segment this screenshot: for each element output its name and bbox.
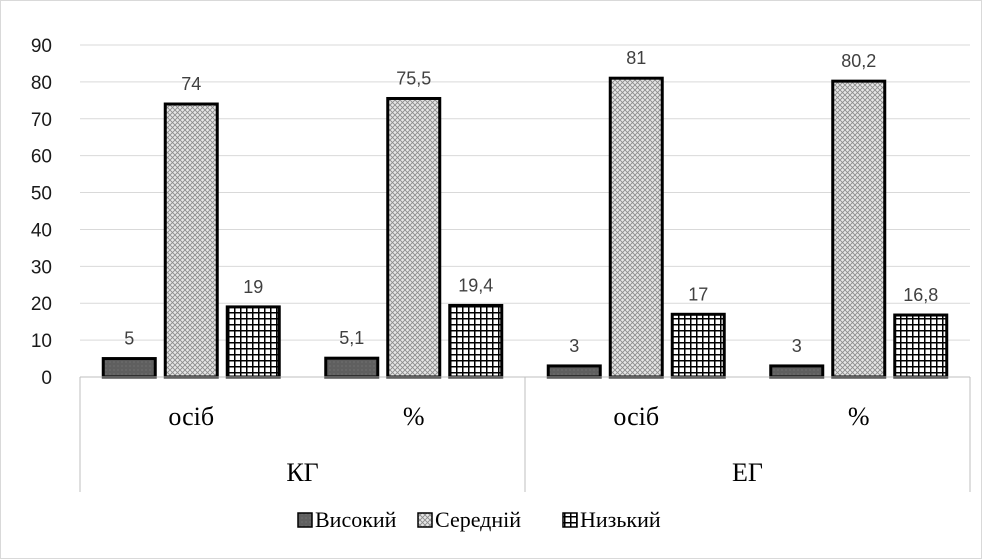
bar bbox=[386, 96, 442, 379]
y-axis-ticks: 0 10 20 30 40 50 60 70 80 90 bbox=[31, 36, 52, 389]
data-label: 3 bbox=[569, 336, 579, 356]
bar bbox=[893, 313, 949, 379]
bar bbox=[608, 76, 664, 379]
bar bbox=[546, 364, 602, 379]
x-category-label: осіб bbox=[168, 402, 214, 431]
data-label: 81 bbox=[626, 48, 646, 68]
data-label: 19 bbox=[243, 277, 263, 297]
data-label: 74 bbox=[181, 74, 201, 94]
y-tick-label: 10 bbox=[31, 331, 52, 352]
data-label: 75,5 bbox=[396, 68, 431, 88]
bar bbox=[448, 303, 504, 379]
x-category-label: осіб bbox=[613, 402, 659, 431]
bar bbox=[324, 356, 380, 379]
bar bbox=[670, 312, 726, 379]
legend-swatch bbox=[297, 512, 313, 528]
x-group-label: ЕГ bbox=[732, 458, 763, 487]
y-tick-label: 20 bbox=[31, 294, 52, 315]
legend: Високий Середній Низький bbox=[297, 507, 661, 532]
legend-swatch bbox=[562, 512, 578, 528]
y-tick-label: 30 bbox=[31, 257, 52, 278]
y-tick-label: 60 bbox=[31, 147, 52, 168]
x-category-label: % bbox=[848, 402, 870, 431]
x-group-label: КГ bbox=[286, 458, 318, 487]
legend-swatch bbox=[417, 512, 433, 528]
bar bbox=[831, 79, 887, 379]
data-label: 5 bbox=[124, 329, 134, 349]
x-axis: осіб% осіб % КГ ЕГ bbox=[79, 376, 971, 492]
y-tick-label: 80 bbox=[31, 73, 52, 94]
y-tick-label: 40 bbox=[31, 220, 52, 241]
data-label: 3 bbox=[792, 336, 802, 356]
legend-label: Низький bbox=[580, 507, 661, 532]
data-labels: 5 74 19 5,1 75,5 19,4 3 81 17 3 80,2 16,8 bbox=[124, 48, 938, 356]
bar bbox=[163, 102, 219, 379]
data-label: 19,4 bbox=[458, 275, 493, 295]
y-tick-label: 70 bbox=[31, 110, 52, 131]
data-label: 17 bbox=[688, 284, 708, 304]
legend-label: Високий bbox=[315, 507, 397, 532]
bar bbox=[225, 305, 281, 379]
data-label: 80,2 bbox=[841, 51, 876, 71]
bar bbox=[769, 364, 825, 379]
y-tick-label: 90 bbox=[31, 36, 52, 57]
data-label: 5,1 bbox=[339, 328, 364, 348]
y-tick-label: 0 bbox=[41, 368, 52, 389]
bars bbox=[101, 76, 949, 379]
bar bbox=[101, 357, 157, 379]
x-category-label: % bbox=[403, 402, 425, 431]
y-tick-label: 50 bbox=[31, 184, 52, 205]
legend-label: Середній bbox=[435, 507, 521, 532]
data-label: 16,8 bbox=[903, 285, 938, 305]
